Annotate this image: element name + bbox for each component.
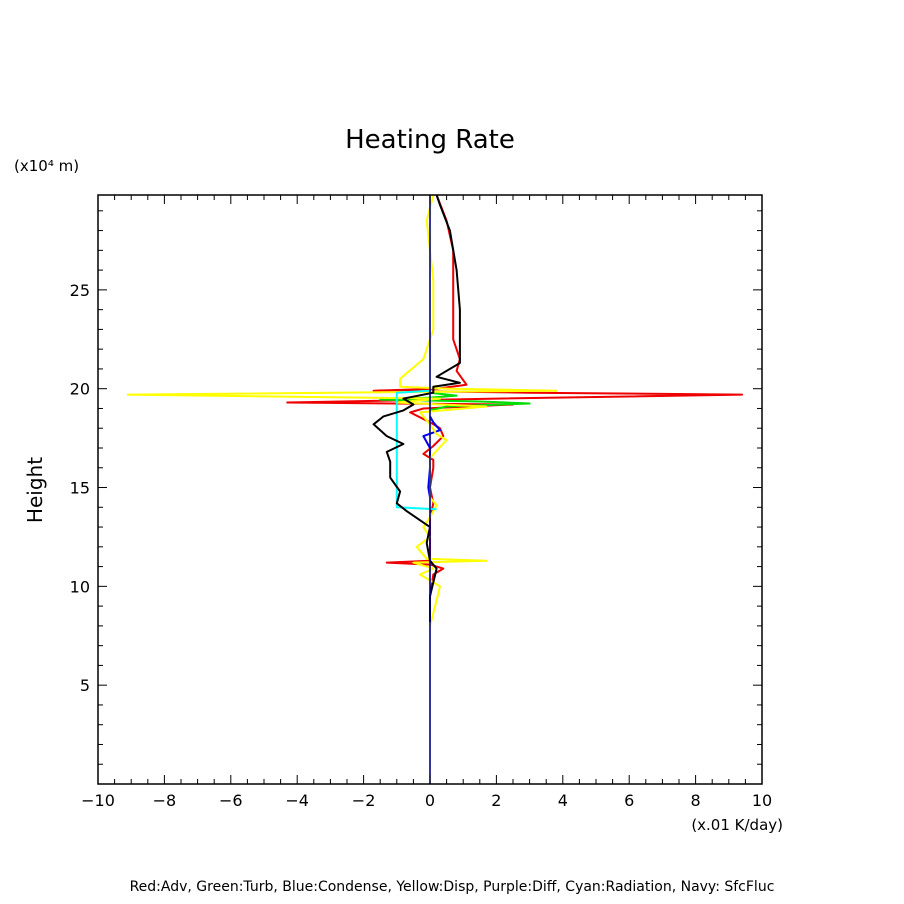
x-tick-label: 2	[491, 791, 501, 810]
series-line-3	[126, 194, 558, 627]
tick-layer: −10 −8 −6 −4 −2 0 2 4 6 8 10 5 10 15 20 25	[70, 195, 772, 810]
y-tick-label: 5	[80, 676, 90, 695]
series-layer	[126, 194, 744, 784]
x-tick-label: −2	[352, 791, 376, 810]
series-line-0	[286, 194, 744, 616]
x-tick-label: −6	[219, 791, 243, 810]
series-line-5	[372, 194, 461, 622]
y-axis-label: Height	[23, 457, 47, 523]
x-tick-label: 0	[425, 791, 435, 810]
y-tick-label: 15	[70, 479, 90, 498]
plot-frame	[97, 194, 763, 785]
x-tick-label: −10	[81, 791, 115, 810]
x-tick-label: 6	[624, 791, 634, 810]
chart-title: Heating Rate	[345, 125, 515, 155]
x-tick-label: 8	[691, 791, 701, 810]
x-tick-label: −4	[285, 791, 309, 810]
y-tick-label: 10	[70, 577, 90, 596]
x-tick-label: −8	[153, 791, 177, 810]
x-tick-label: 10	[752, 791, 772, 810]
legend-text: Red:Adv, Green:Turb, Blue:Condense, Yell…	[130, 879, 775, 895]
y-tick-label: 20	[70, 380, 90, 399]
y-tick-label: 25	[70, 281, 90, 300]
y-axis-unit: (x10⁴ m)	[14, 157, 79, 175]
x-axis-unit: (x.01 K/day)	[691, 816, 783, 834]
x-tick-label: 4	[558, 791, 568, 810]
